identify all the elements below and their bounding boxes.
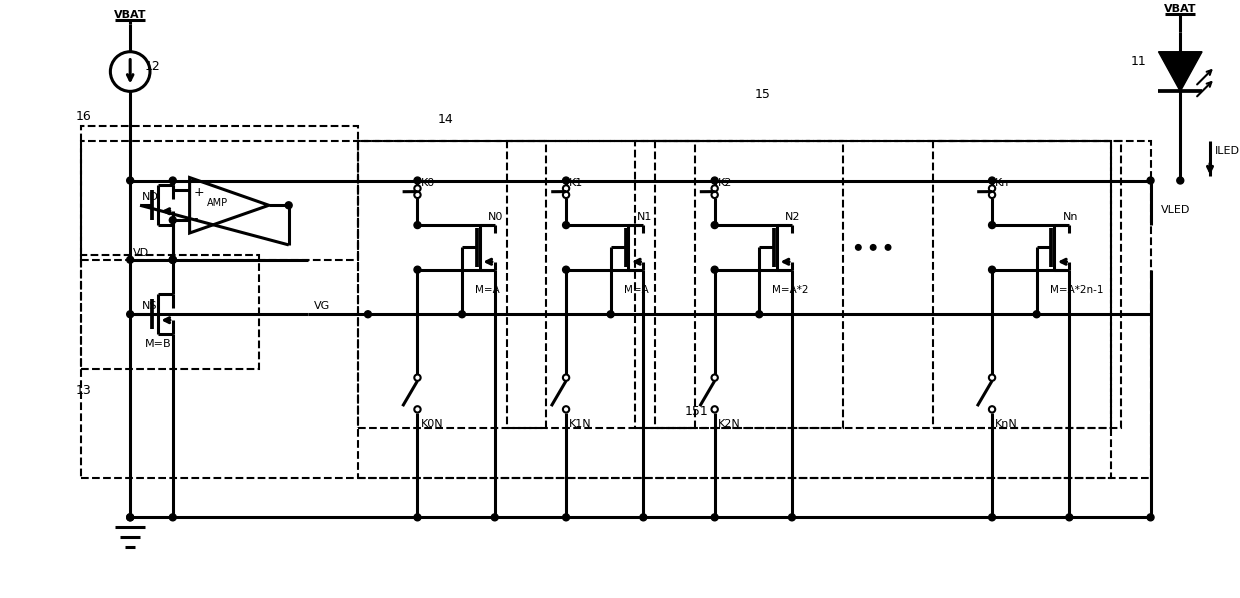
Circle shape (988, 266, 996, 273)
Circle shape (856, 245, 861, 250)
Circle shape (126, 177, 134, 184)
Circle shape (126, 257, 134, 263)
Circle shape (563, 177, 569, 184)
Circle shape (756, 311, 763, 318)
Circle shape (365, 311, 372, 318)
Text: +: + (193, 186, 205, 199)
Circle shape (1033, 311, 1040, 318)
Text: M=A*2n-1: M=A*2n-1 (1049, 285, 1104, 295)
Text: M=A: M=A (624, 285, 649, 295)
Circle shape (563, 222, 569, 228)
Text: VD: VD (133, 248, 149, 258)
Text: ILED: ILED (1215, 146, 1240, 156)
Text: VBAT: VBAT (114, 10, 146, 20)
Text: NS: NS (143, 301, 157, 312)
Text: Nn: Nn (1063, 212, 1078, 222)
Text: M=A: M=A (475, 285, 500, 295)
Text: K1N: K1N (569, 419, 591, 429)
Circle shape (640, 514, 647, 521)
Circle shape (712, 222, 718, 228)
Circle shape (285, 202, 293, 209)
Bar (358, 141, 1111, 478)
Circle shape (789, 514, 795, 521)
Text: N0: N0 (487, 212, 503, 222)
Circle shape (126, 311, 134, 318)
Circle shape (988, 222, 996, 228)
Circle shape (988, 514, 996, 521)
Text: 12: 12 (145, 60, 161, 73)
Text: 14: 14 (438, 113, 453, 126)
Polygon shape (1158, 52, 1202, 91)
Text: VBAT: VBAT (1164, 4, 1197, 14)
Circle shape (170, 177, 176, 184)
Bar (635, 141, 1111, 428)
Circle shape (170, 257, 176, 263)
Circle shape (170, 216, 176, 224)
Circle shape (170, 514, 176, 521)
Bar (655, 141, 843, 428)
Circle shape (126, 514, 134, 521)
Text: K1: K1 (569, 178, 583, 188)
Bar (81, 141, 1151, 478)
Circle shape (414, 266, 420, 273)
Text: M=B: M=B (145, 339, 171, 349)
Text: AMP: AMP (207, 199, 228, 208)
Text: 11: 11 (1131, 55, 1147, 68)
Circle shape (712, 177, 718, 184)
Circle shape (170, 257, 176, 263)
Circle shape (712, 266, 718, 273)
Text: VLED: VLED (1161, 205, 1190, 215)
Circle shape (414, 514, 420, 521)
Text: N1: N1 (636, 212, 652, 222)
Text: -: - (193, 212, 198, 225)
Circle shape (170, 257, 176, 263)
Text: VG: VG (314, 301, 330, 312)
Bar (358, 141, 547, 428)
Circle shape (414, 222, 420, 228)
Circle shape (1066, 514, 1073, 521)
Text: 16: 16 (76, 110, 92, 123)
Bar (81, 255, 259, 369)
Text: KnN: KnN (994, 419, 1018, 429)
Circle shape (126, 514, 134, 521)
Text: N2: N2 (785, 212, 801, 222)
Text: K2: K2 (718, 178, 732, 188)
Bar (932, 141, 1121, 428)
Circle shape (988, 177, 996, 184)
Bar (81, 126, 358, 260)
Circle shape (459, 311, 465, 318)
Bar (507, 141, 694, 428)
Circle shape (608, 311, 614, 318)
Text: ND: ND (143, 193, 159, 202)
Text: K0N: K0N (420, 419, 443, 429)
Circle shape (563, 514, 569, 521)
Circle shape (712, 514, 718, 521)
Circle shape (563, 266, 569, 273)
Circle shape (491, 514, 498, 521)
Circle shape (870, 245, 875, 250)
Text: M=A*2: M=A*2 (773, 285, 808, 295)
Circle shape (414, 177, 420, 184)
Circle shape (1147, 177, 1154, 184)
Text: K0: K0 (420, 178, 435, 188)
Circle shape (885, 245, 890, 250)
Circle shape (1177, 177, 1184, 184)
Text: 13: 13 (76, 383, 92, 396)
Text: 151: 151 (684, 405, 709, 418)
Circle shape (1147, 514, 1154, 521)
Text: K2N: K2N (718, 419, 740, 429)
Text: Kn: Kn (994, 178, 1009, 188)
Text: 15: 15 (754, 89, 770, 101)
